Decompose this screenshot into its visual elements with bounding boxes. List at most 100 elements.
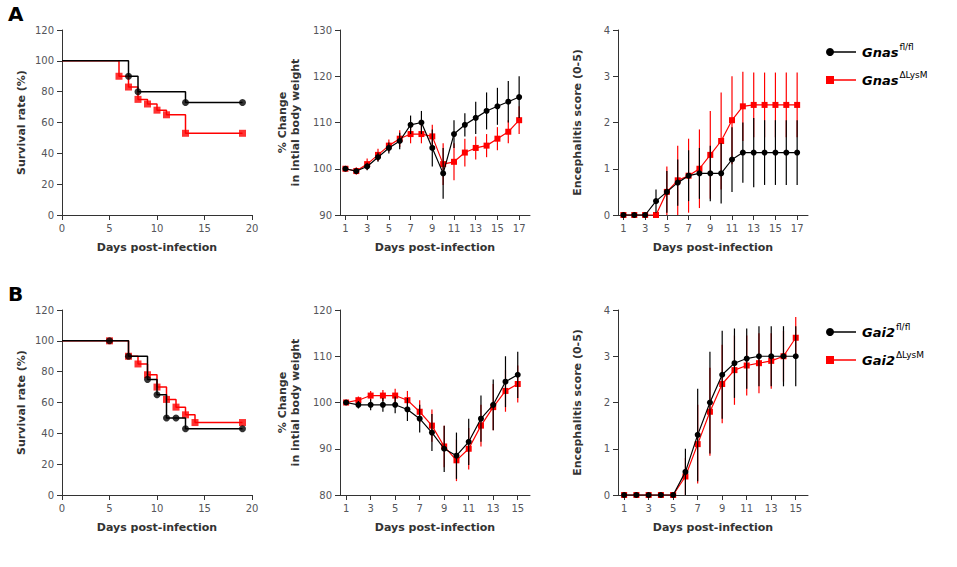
svg-text:120: 120 (35, 25, 54, 36)
svg-text:100: 100 (313, 163, 332, 174)
svg-text:5: 5 (106, 223, 112, 234)
svg-text:10: 10 (151, 223, 164, 234)
svg-text:5: 5 (106, 503, 112, 514)
svg-text:17: 17 (513, 223, 526, 234)
svg-text:20: 20 (41, 459, 54, 470)
svg-text:100: 100 (35, 335, 54, 346)
svg-text:7: 7 (685, 223, 691, 234)
svg-text:100: 100 (313, 397, 332, 408)
svg-text:Gai2: Gai2 (862, 353, 895, 368)
svg-text:3: 3 (645, 503, 651, 514)
svg-text:110: 110 (313, 351, 332, 362)
svg-text:20: 20 (41, 179, 54, 190)
svg-text:11: 11 (740, 503, 753, 514)
svg-text:15: 15 (491, 223, 504, 234)
svg-text:4: 4 (604, 305, 610, 316)
svg-text:4: 4 (604, 25, 610, 36)
svg-text:0: 0 (48, 210, 54, 221)
svg-text:1: 1 (604, 443, 610, 454)
svg-text:% Change: % Change (276, 92, 289, 153)
svg-text:11: 11 (462, 503, 475, 514)
svg-text:5: 5 (664, 223, 670, 234)
svg-text:120: 120 (313, 305, 332, 316)
svg-text:9: 9 (441, 503, 447, 514)
svg-text:2: 2 (604, 397, 610, 408)
svg-text:1: 1 (343, 503, 349, 514)
svg-text:130: 130 (313, 25, 332, 36)
svg-text:80: 80 (319, 490, 332, 501)
svg-text:20: 20 (246, 223, 259, 234)
svg-text:9: 9 (429, 223, 435, 234)
svg-text:17: 17 (791, 223, 804, 234)
svg-text:40: 40 (41, 148, 54, 159)
svg-text:0: 0 (48, 490, 54, 501)
svg-text:Days post-infection: Days post-infection (653, 521, 773, 534)
svg-text:5: 5 (670, 503, 676, 514)
svg-text:Days post-infection: Days post-infection (375, 241, 495, 254)
svg-text:11: 11 (448, 223, 461, 234)
svg-text:0: 0 (604, 490, 610, 501)
svg-text:15: 15 (198, 223, 211, 234)
svg-text:Gnas: Gnas (862, 45, 899, 60)
svg-text:in intial body weight: in intial body weight (289, 339, 302, 467)
svg-text:Survival rate (%): Survival rate (%) (15, 350, 28, 455)
svg-text:1: 1 (620, 223, 626, 234)
svg-text:9: 9 (719, 503, 725, 514)
svg-text:15: 15 (769, 223, 782, 234)
svg-text:110: 110 (313, 117, 332, 128)
svg-text:13: 13 (747, 223, 760, 234)
svg-text:Gai2: Gai2 (862, 325, 895, 340)
svg-text:11: 11 (726, 223, 739, 234)
svg-text:3: 3 (642, 223, 648, 234)
svg-text:80: 80 (41, 86, 54, 97)
svg-text:120: 120 (313, 71, 332, 82)
svg-text:15: 15 (789, 503, 802, 514)
svg-text:% Change: % Change (276, 372, 289, 433)
svg-text:90: 90 (319, 210, 332, 221)
svg-text:3: 3 (604, 351, 610, 362)
svg-text:0: 0 (59, 223, 65, 234)
svg-text:90: 90 (319, 443, 332, 454)
svg-text:7: 7 (694, 503, 700, 514)
svg-text:Days post-infection: Days post-infection (375, 521, 495, 534)
svg-text:Days post-infection: Days post-infection (97, 241, 217, 254)
svg-text:0: 0 (604, 210, 610, 221)
svg-text:7: 7 (407, 223, 413, 234)
svg-text:Encephalitis score (0-5): Encephalitis score (0-5) (571, 329, 584, 476)
svg-text:Encephalitis score (0-5): Encephalitis score (0-5) (571, 49, 584, 196)
svg-text:3: 3 (367, 503, 373, 514)
svg-text:B: B (8, 282, 23, 306)
svg-text:0: 0 (59, 503, 65, 514)
svg-text:Days post-infection: Days post-infection (97, 521, 217, 534)
svg-text:60: 60 (41, 397, 54, 408)
svg-text:1: 1 (342, 223, 348, 234)
svg-text:5: 5 (386, 223, 392, 234)
svg-text:3: 3 (604, 71, 610, 82)
svg-text:Survival rate (%): Survival rate (%) (15, 70, 28, 175)
svg-text:1: 1 (604, 163, 610, 174)
svg-text:60: 60 (41, 117, 54, 128)
svg-text:ΔLysM: ΔLysM (899, 70, 927, 80)
svg-text:120: 120 (35, 305, 54, 316)
svg-text:40: 40 (41, 428, 54, 439)
svg-text:ΔLysM: ΔLysM (896, 350, 924, 360)
svg-text:Gnas: Gnas (862, 73, 899, 88)
svg-text:1: 1 (621, 503, 627, 514)
svg-text:fl/fl: fl/fl (899, 42, 913, 52)
svg-text:10: 10 (151, 503, 164, 514)
svg-text:13: 13 (487, 503, 500, 514)
svg-text:13: 13 (469, 223, 482, 234)
svg-text:fl/fl: fl/fl (896, 322, 910, 332)
svg-text:9: 9 (707, 223, 713, 234)
svg-text:100: 100 (35, 55, 54, 66)
svg-text:A: A (8, 2, 24, 26)
svg-text:5: 5 (392, 503, 398, 514)
svg-text:7: 7 (416, 503, 422, 514)
svg-text:3: 3 (364, 223, 370, 234)
svg-text:2: 2 (604, 117, 610, 128)
svg-text:80: 80 (41, 366, 54, 377)
svg-text:in intial body weight: in intial body weight (289, 59, 302, 187)
svg-text:15: 15 (511, 503, 524, 514)
svg-text:13: 13 (765, 503, 778, 514)
svg-text:Days post-infection: Days post-infection (653, 241, 773, 254)
